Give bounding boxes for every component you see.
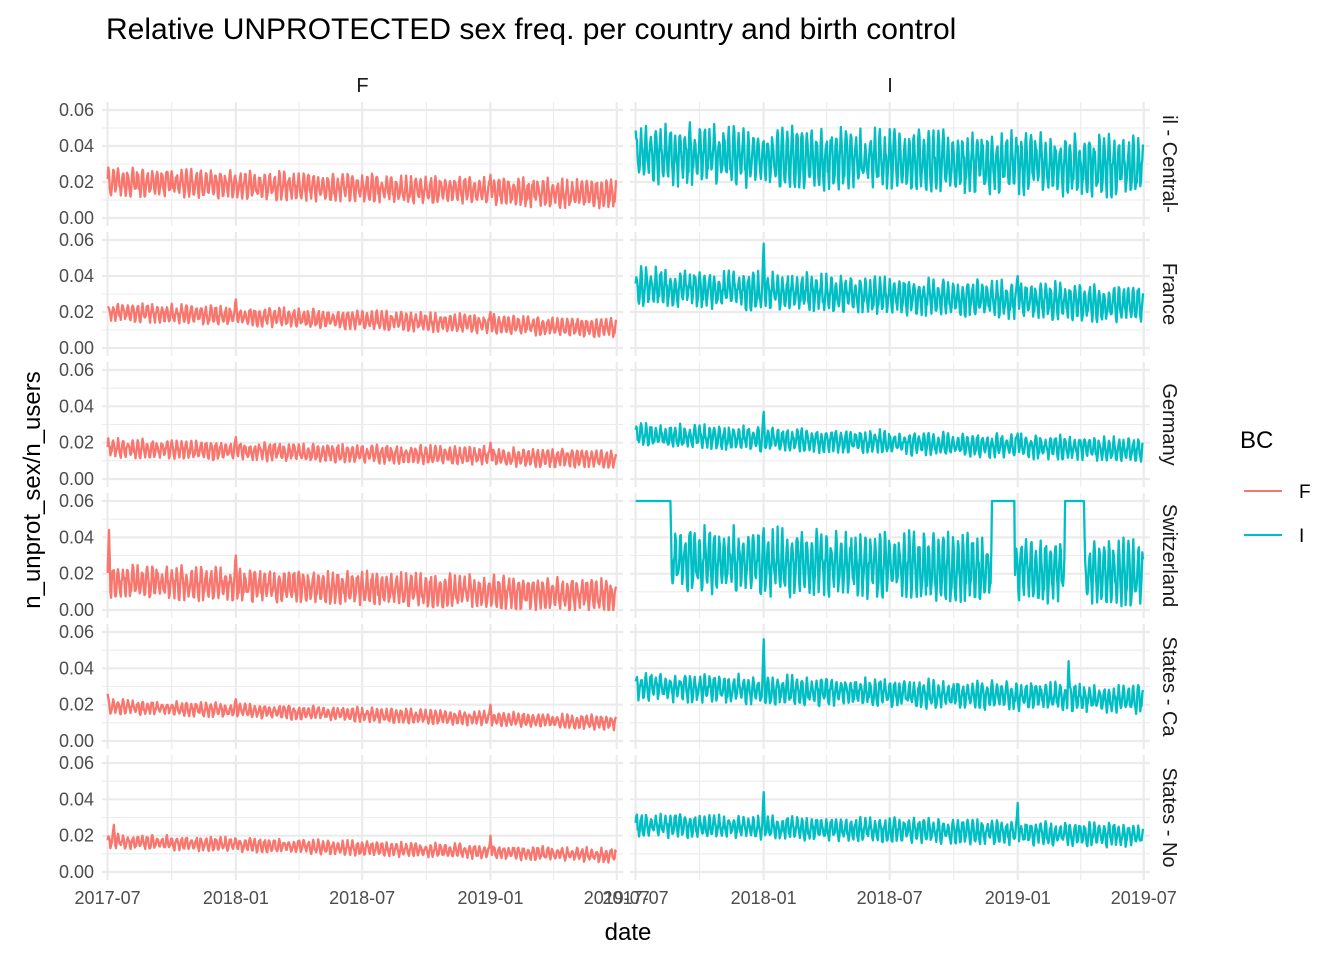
series-line — [635, 499, 1145, 608]
panel-grid — [102, 755, 623, 880]
y-tick-label: 0.00 — [59, 862, 94, 882]
facet-row-label: Germany — [1158, 383, 1180, 465]
x-tick-label: 2019-07 — [1111, 888, 1177, 908]
y-tick-label: 0.06 — [59, 753, 94, 773]
y-axis-label: n_unprot_sex/n_users — [19, 371, 46, 609]
panel-grid — [102, 362, 623, 487]
series-line — [634, 790, 1145, 849]
x-tick-label: 2019-07 — [584, 888, 650, 908]
facet-column-label: I — [887, 75, 893, 97]
panel-grid — [102, 232, 623, 356]
x-tick-label: 2017-07 — [75, 888, 141, 908]
y-tick-label: 0.06 — [59, 100, 94, 120]
legend-title: BC — [1240, 427, 1273, 454]
facet-row-label: States - Ca — [1158, 636, 1180, 737]
x-tick-label: 2019-01 — [985, 888, 1051, 908]
y-tick-label: 0.00 — [59, 600, 94, 620]
y-tick-label: 0.02 — [59, 695, 94, 715]
y-tick-label: 0.02 — [59, 172, 94, 192]
y-tick-label: 0.00 — [59, 338, 94, 358]
facet-row-labels: il - Central- France Germany Switzerland Sta… — [1158, 115, 1180, 867]
x-axis-label: date — [605, 919, 652, 946]
legend-label-f: F — [1299, 482, 1311, 503]
panel-grid — [102, 624, 623, 749]
series-line — [634, 121, 1145, 199]
series-line — [634, 410, 1144, 463]
x-tick-label: 2018-01 — [731, 888, 797, 908]
x-tick-label: 2019-01 — [457, 888, 523, 908]
legend: BC F I — [1240, 427, 1311, 547]
panel-grid — [102, 102, 623, 226]
series-line — [634, 638, 1145, 716]
y-tick-label: 0.06 — [59, 230, 94, 250]
y-tick-label: 0.04 — [59, 658, 94, 678]
y-tick-label: 0.00 — [59, 208, 94, 228]
y-tick-label: 0.02 — [59, 564, 94, 584]
facet-row-label: Switzerland — [1158, 504, 1180, 607]
y-tick-label: 0.00 — [59, 731, 94, 751]
y-tick-label: 0.04 — [59, 527, 94, 547]
x-tick-label: 2018-07 — [329, 888, 395, 908]
facet-row-label: il - Central- — [1158, 115, 1180, 213]
series-line — [106, 823, 618, 864]
series-line — [106, 528, 618, 612]
y-tick-label: 0.04 — [59, 789, 94, 809]
y-tick-label: 0.02 — [59, 302, 94, 322]
y-tick-label: 0.04 — [59, 396, 94, 416]
series-line — [106, 166, 618, 210]
series-line — [106, 436, 618, 469]
y-tick-label: 0.02 — [59, 433, 94, 453]
series-line — [106, 693, 618, 732]
panel-grid — [630, 362, 1150, 487]
y-tick-label: 0.06 — [59, 491, 94, 511]
series-line — [107, 298, 618, 339]
y-tick-label: 0.06 — [59, 360, 94, 380]
panel-grid — [630, 493, 1150, 618]
y-tick-label: 0.02 — [59, 826, 94, 846]
facet-column-label: F — [356, 75, 368, 97]
facet-row-label: States - No — [1158, 767, 1180, 867]
y-tick-label: 0.04 — [59, 266, 94, 286]
chart-title: Relative UNPROTECTED sex freq. per count… — [106, 13, 956, 46]
y-tick-label: 0.00 — [59, 469, 94, 489]
y-tick-label: 0.06 — [59, 622, 94, 642]
x-tick-label: 2018-07 — [857, 888, 923, 908]
facet-panels: F Iil - Central- France Germany Switzerland S… — [59, 75, 1180, 908]
y-tick-label: 0.04 — [59, 136, 94, 156]
x-tick-label: 2017-07 — [603, 888, 669, 908]
x-tick-label: 2018-01 — [203, 888, 269, 908]
series-line — [634, 242, 1145, 324]
facet-row-label: France — [1158, 263, 1180, 325]
legend-label-i: I — [1299, 526, 1304, 547]
